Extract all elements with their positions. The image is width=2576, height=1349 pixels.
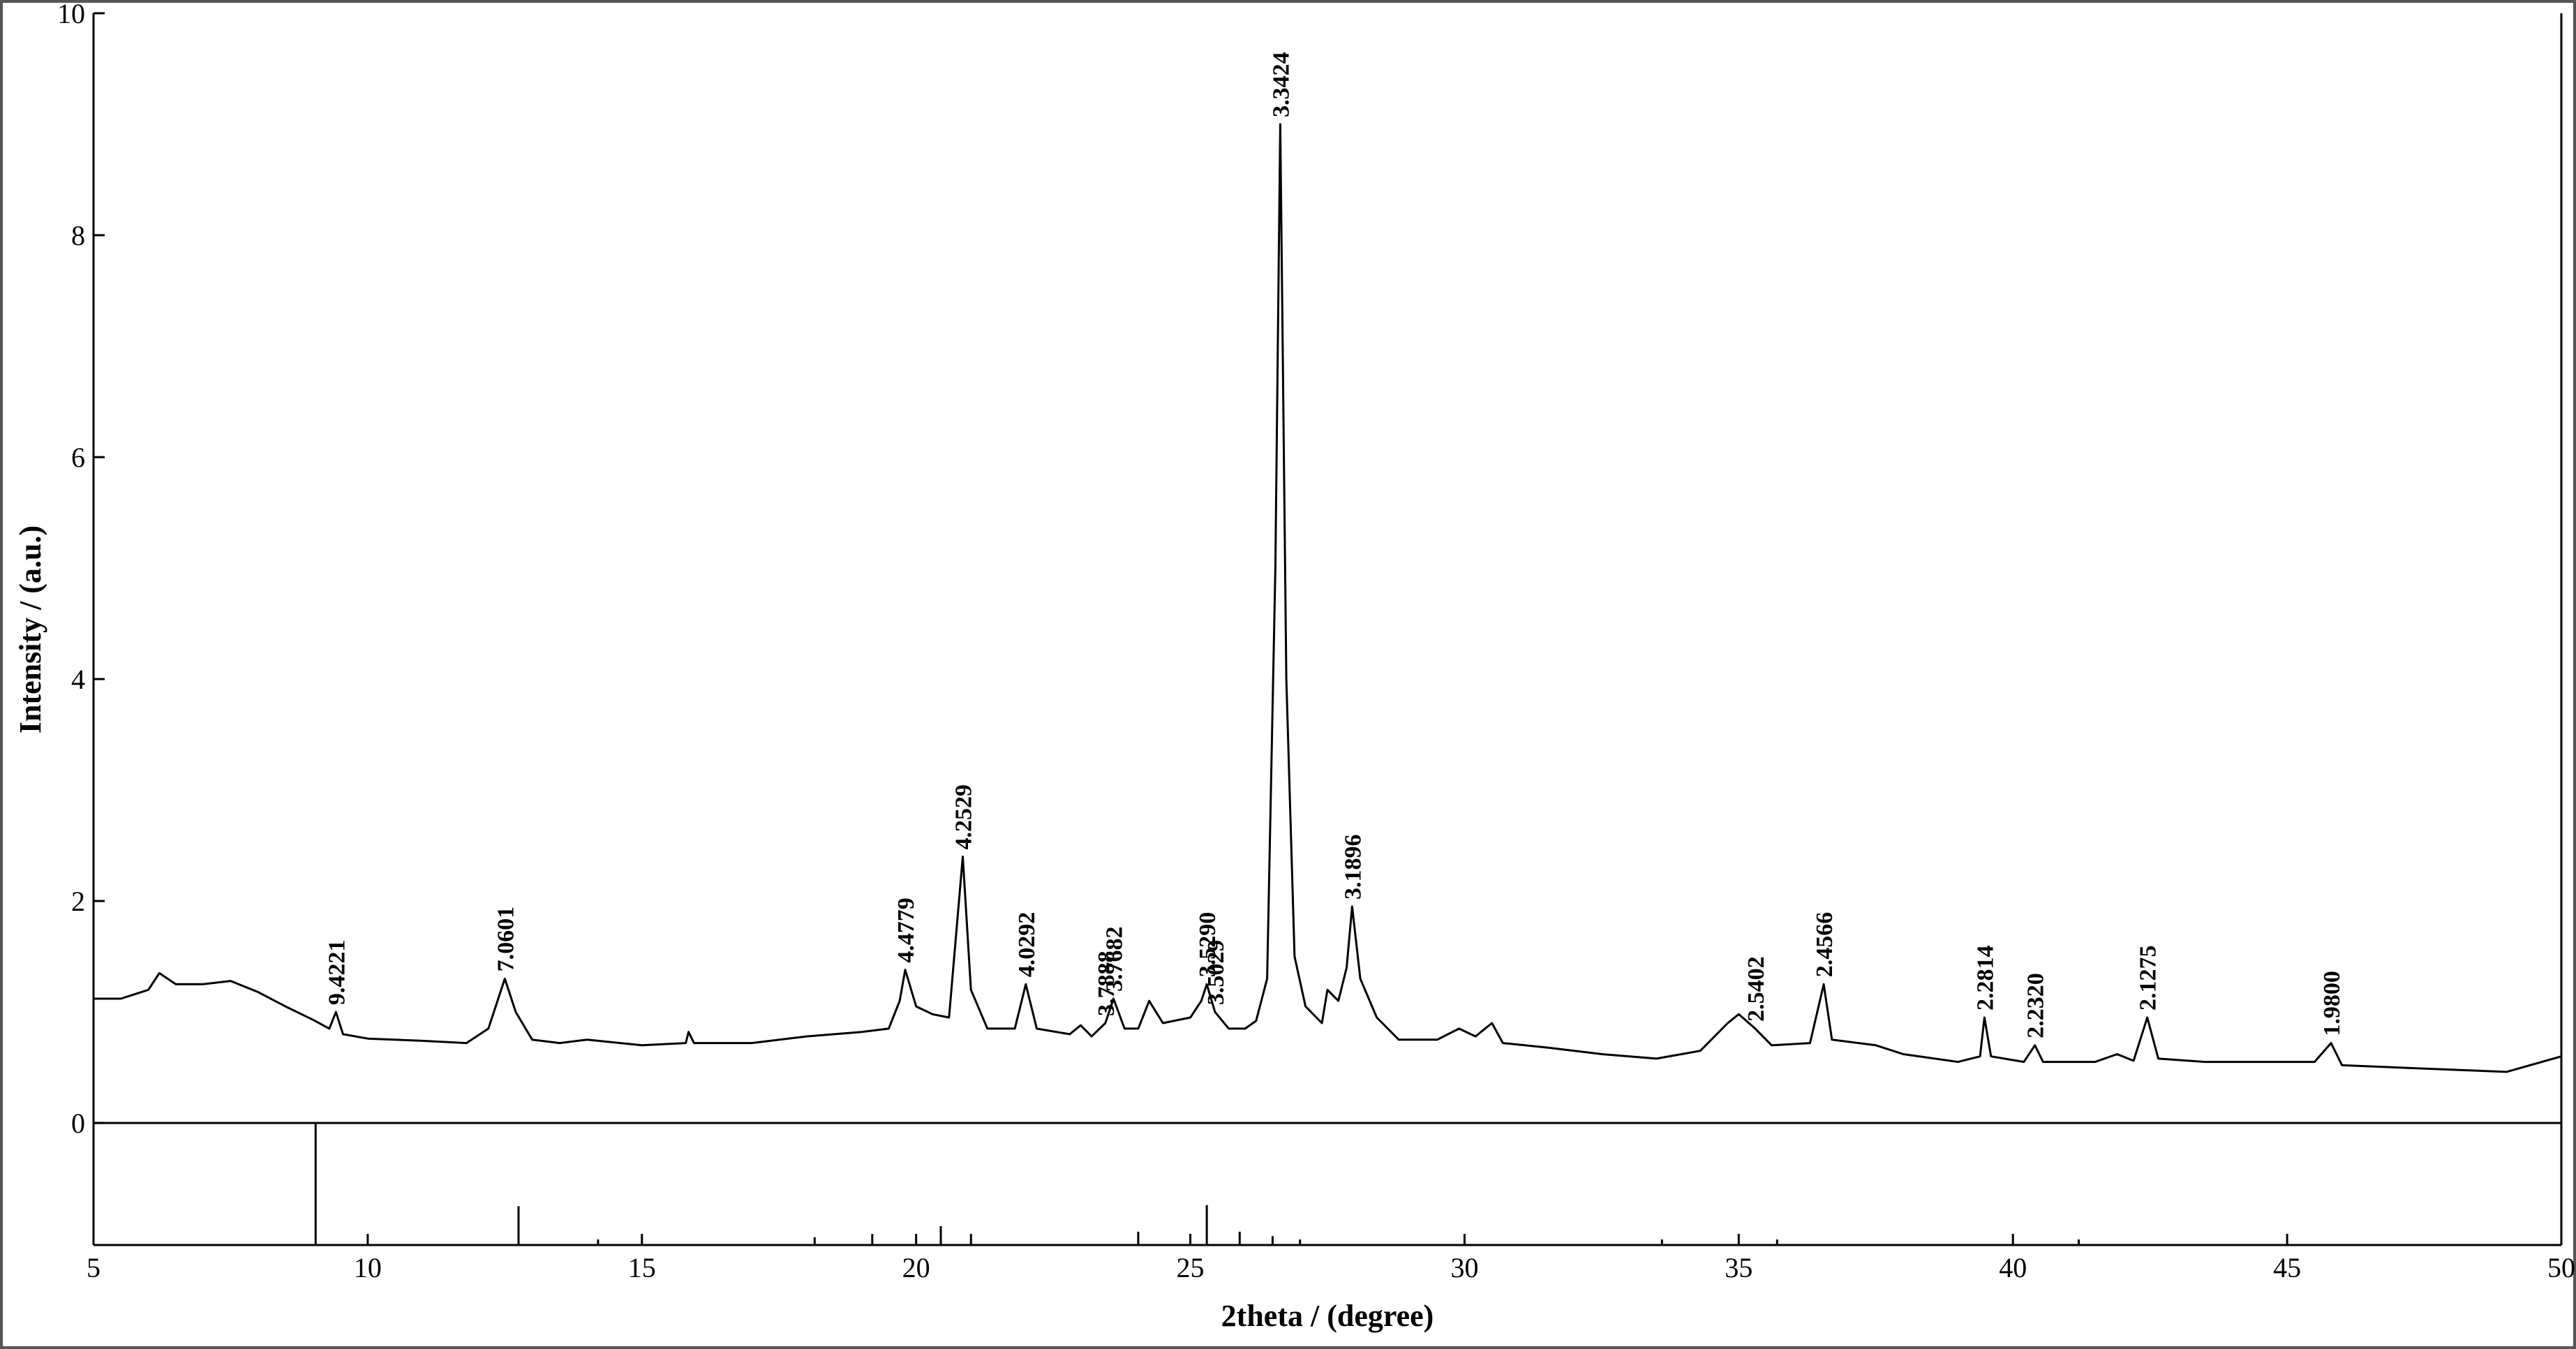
peak-label: 3.3424 xyxy=(1268,52,1294,118)
x-tick-label: 40 xyxy=(1999,1252,2027,1283)
peak-label: 3.7682 xyxy=(1102,927,1128,992)
y-axis-label: Intensity / (a.u.) xyxy=(13,526,47,733)
x-tick-label: 20 xyxy=(902,1252,930,1283)
peak-label: 2.2814 xyxy=(1972,946,1998,1011)
y-tick-label: 10 xyxy=(57,0,85,29)
peak-label: 2.1275 xyxy=(2136,946,2161,1011)
y-tick-label: 8 xyxy=(71,220,85,251)
x-tick-label: 10 xyxy=(354,1252,382,1283)
peak-label: 3.5290 xyxy=(1195,912,1221,978)
y-tick-label: 6 xyxy=(71,442,85,473)
x-tick-label: 5 xyxy=(87,1252,100,1283)
xrd-trace xyxy=(94,123,2562,1073)
x-axis-label: 2theta / (degree) xyxy=(1221,1299,1434,1333)
peak-label: 7.0601 xyxy=(493,907,519,972)
peak-label: 4.4779 xyxy=(893,897,919,963)
x-tick-label: 50 xyxy=(2547,1252,2575,1283)
peak-label: 1.9800 xyxy=(2319,971,2345,1036)
x-tick-label: 35 xyxy=(1725,1252,1752,1283)
y-tick-label: 2 xyxy=(71,886,85,917)
peak-label: 4.0292 xyxy=(1014,912,1040,978)
peak-label: 2.2320 xyxy=(2023,973,2049,1038)
peak-label: 2.5402 xyxy=(1743,956,1769,1022)
x-tick-label: 45 xyxy=(2273,1252,2301,1283)
peak-label: 3.7888 xyxy=(1094,951,1119,1017)
x-tick-label: 25 xyxy=(1177,1252,1205,1283)
y-tick-label: 4 xyxy=(71,664,85,695)
peak-label: 2.4566 xyxy=(1812,912,1838,978)
x-tick-label: 30 xyxy=(1450,1252,1478,1283)
x-tick-label: 15 xyxy=(628,1252,656,1283)
y-tick-label: 0 xyxy=(71,1108,85,1139)
peak-label: 4.2529 xyxy=(951,784,977,850)
peak-label: 3.1896 xyxy=(1340,835,1366,900)
peak-label: 9.4221 xyxy=(324,940,350,1006)
peak-label: 3.5029 xyxy=(1203,940,1229,1006)
